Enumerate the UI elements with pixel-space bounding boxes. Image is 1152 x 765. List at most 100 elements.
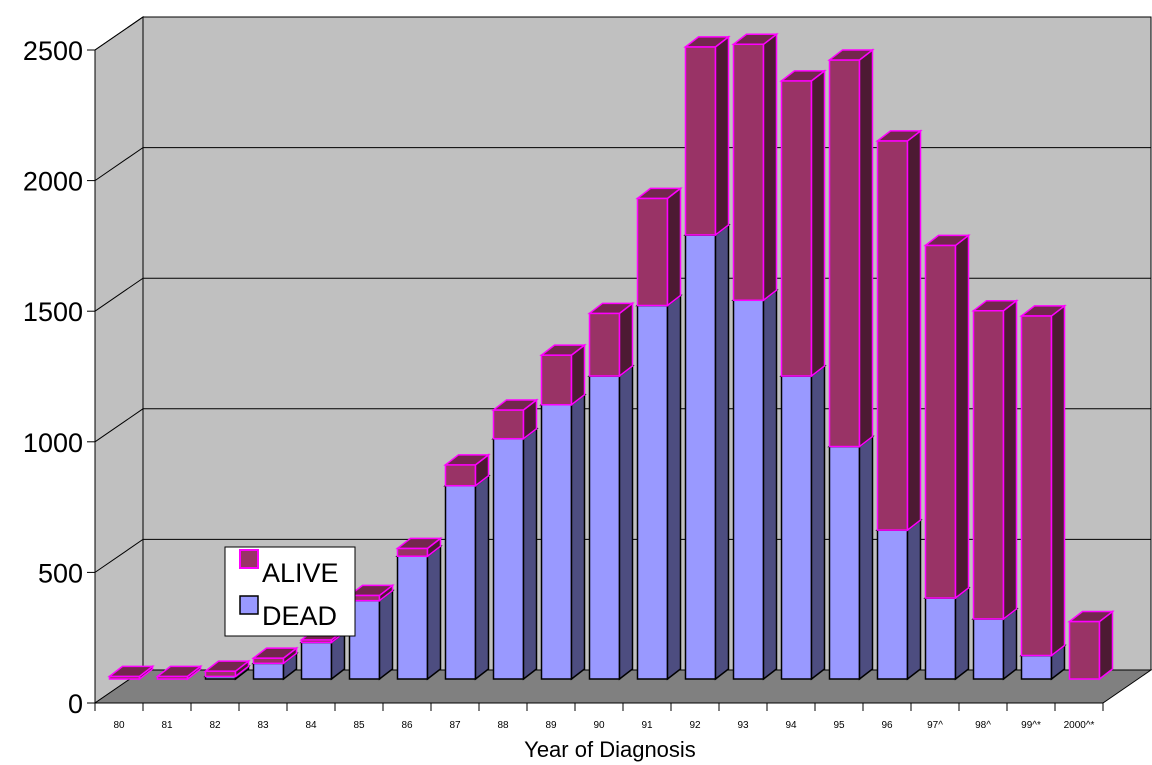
bar-alive-side (858, 48, 874, 449)
bar-dead-front (684, 234, 717, 680)
bar-alive-side (906, 129, 922, 532)
bar-93 (731, 32, 779, 681)
x-tick-label: 89 (545, 720, 557, 731)
bar-98^ (971, 299, 1019, 681)
bar-alive-front (1020, 315, 1053, 657)
x-tick-label: 2000^* (1064, 720, 1095, 731)
bar-alive-front (1068, 620, 1101, 680)
bar-alive-front (588, 312, 621, 377)
bar-alive-top (107, 665, 155, 678)
x-axis-title: Year of Diagnosis (524, 737, 696, 762)
legend-swatch-alive (239, 549, 259, 569)
bar-dead-front (1020, 654, 1053, 680)
bar-alive-front (540, 354, 573, 406)
bar-dead-side (618, 364, 634, 681)
bar-90 (587, 301, 635, 681)
bar-alive-top (491, 399, 539, 411)
bar-84 (299, 628, 347, 681)
x-tick-label: 99^* (1021, 720, 1041, 731)
bar-alive-side (810, 69, 826, 378)
bar-dead-side (1002, 607, 1018, 681)
bar-dead-side (810, 364, 826, 681)
x-tick-label: 84 (305, 720, 317, 731)
bar-dead-side (714, 223, 730, 681)
bar-alive-top (1067, 610, 1115, 623)
gridline (94, 16, 1151, 51)
bar-alive-top (1019, 305, 1067, 317)
legend-label-dead: DEAD (262, 601, 337, 631)
x-tick-label: 81 (161, 720, 173, 731)
bar-alive-front (684, 46, 717, 236)
legend-swatch-dead (239, 595, 259, 615)
y-tick-label: 2500 (23, 36, 83, 66)
bar-alive-top (587, 302, 635, 315)
bar-alive-top (827, 49, 875, 61)
bar-83 (251, 646, 299, 681)
bars (107, 32, 1115, 681)
y-tick-label: 0 (68, 689, 83, 719)
bar-alive-front (636, 197, 669, 307)
x-tick-label: 85 (353, 720, 365, 731)
y-tick-labels: 0 500 1000 1500 2000 2500 (23, 36, 83, 719)
bar-80 (107, 664, 155, 681)
x-tick-label: 93 (737, 720, 749, 731)
bar-dead-front (252, 662, 285, 680)
bar-dead-side (762, 288, 778, 681)
bar-alive-side (714, 35, 730, 237)
bar-alive-top (731, 33, 779, 46)
bar-alive-top (779, 70, 827, 82)
bar-alive-front (204, 670, 237, 678)
side-wall (94, 16, 144, 704)
bar-96 (875, 129, 923, 681)
bar-dead-side (570, 393, 586, 681)
bar-alive-top (539, 344, 587, 356)
bar-dead-front (444, 484, 477, 680)
bar-94 (779, 69, 827, 681)
bar-dead-front (876, 529, 909, 680)
x-tick-label: 86 (401, 720, 413, 731)
bar-alive-front (924, 244, 957, 599)
axes (87, 49, 1104, 711)
bar-dead-front (732, 299, 765, 680)
legend: ALIVE DEAD (224, 546, 356, 637)
bar-dead-side (426, 544, 442, 681)
bar-dead-front (972, 618, 1005, 680)
bar-alive-front (780, 80, 813, 377)
bar-97^ (923, 233, 971, 681)
x-tick-label: 87 (449, 720, 461, 731)
bar-dead-side (954, 586, 970, 681)
bar-alive-top (875, 130, 923, 142)
bar-alive-top (347, 584, 395, 597)
bar-86 (395, 536, 443, 681)
bar-99^* (1019, 304, 1067, 681)
bar-alive-top (203, 660, 251, 672)
bar-dead-front (588, 375, 621, 680)
bar-alive-front (828, 59, 861, 448)
bar-dead-side (666, 293, 682, 681)
bar-alive-top (251, 647, 299, 659)
bar-alive-front (732, 43, 765, 302)
bar-alive-top (635, 187, 683, 200)
bar-81 (155, 664, 203, 681)
bar-alive-side (762, 32, 778, 302)
x-tick-label: 95 (833, 720, 845, 731)
x-tick-label: 92 (689, 720, 701, 731)
x-tick-label: 90 (593, 720, 605, 731)
bar-alive-side (1002, 299, 1018, 621)
bar-dead-front (492, 437, 525, 680)
bar-dead-front (780, 375, 813, 680)
bar-alive-top (923, 234, 971, 247)
bar-dead-front (396, 555, 429, 680)
x-tick-label: 80 (113, 720, 125, 731)
bar-dead-front (636, 304, 669, 680)
x-tick-label: 94 (785, 720, 797, 731)
bar-95 (827, 48, 875, 681)
bar-89 (539, 343, 587, 681)
y-tick-label: 500 (38, 558, 83, 588)
bar-alive-front (876, 140, 909, 531)
bar-dead-side (474, 474, 490, 681)
bar-dead-side (522, 427, 538, 681)
bar-82 (203, 659, 251, 681)
x-tick-labels: 80 81 82 83 84 85 86 87 88 89 90 91 92 93 94 95 96 97^ 98^… (113, 720, 1094, 731)
